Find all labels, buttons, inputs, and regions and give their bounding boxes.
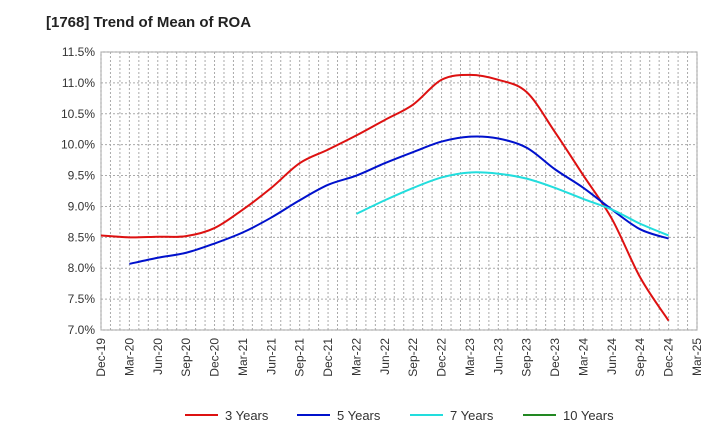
x-tick-label: Sep-24 (633, 338, 647, 377)
y-tick-label: 8.5% (68, 230, 96, 244)
legend: 3 Years 5 Years 7 Years 10 Years (185, 408, 614, 423)
x-tick-label: Sep-22 (406, 338, 420, 377)
legend-label: 3 Years (225, 408, 269, 423)
x-tick-label: Jun-24 (605, 338, 619, 375)
legend-label: 7 Years (450, 408, 494, 423)
x-tick-label: Dec-20 (208, 338, 222, 377)
x-tick-label: Sep-23 (520, 338, 534, 377)
series-line-5-years (129, 135, 669, 265)
x-tick-label: Jun-20 (151, 338, 165, 375)
x-tick-label: Mar-23 (463, 338, 477, 376)
y-tick-label: 10.0% (61, 138, 95, 152)
y-tick-label: 9.5% (68, 169, 96, 183)
x-tick-label: Mar-25 (690, 338, 704, 376)
x-tick-label: Sep-20 (179, 338, 193, 377)
x-tick-label: Jun-23 (491, 338, 505, 375)
series-lines (100, 73, 670, 322)
y-tick-label: 10.5% (61, 107, 95, 121)
series-line-7-years (355, 171, 670, 237)
x-tick-label: Mar-21 (236, 338, 250, 376)
x-tick-label: Sep-21 (293, 338, 307, 377)
legend-label: 10 Years (563, 408, 614, 423)
x-tick-label: Dec-22 (435, 338, 449, 377)
x-tick-label: Mar-24 (576, 338, 590, 376)
chart-title: [1768] Trend of Mean of ROA (46, 14, 252, 31)
y-tick-label: 7.0% (68, 323, 96, 337)
x-tick-label: Dec-19 (94, 338, 108, 377)
x-tick-label: Dec-24 (662, 338, 676, 377)
y-tick-label: 11.0% (62, 76, 95, 90)
x-tick-label: Mar-20 (122, 338, 136, 376)
series-line-3-years (100, 73, 670, 322)
x-axis-ticks: Dec-19 Mar-20 Jun-20 Sep-20 Dec-20 Mar-21 Jun-… (94, 338, 704, 377)
y-tick-label: 7.5% (68, 292, 96, 306)
legend-label: 5 Years (337, 408, 381, 423)
y-tick-label: 8.0% (68, 261, 96, 275)
x-tick-label: Dec-21 (321, 338, 335, 377)
x-tick-label: Jun-22 (378, 338, 392, 375)
x-tick-label: Mar-22 (349, 338, 363, 376)
y-tick-label: 11.5% (62, 45, 95, 59)
x-tick-label: Jun-21 (264, 338, 278, 375)
y-axis-ticks: 7.0% 7.5% 8.0% 8.5% 9.0% 9.5% 10.0% 10.5% 11.0% 1… (61, 45, 95, 337)
plot-area (100, 51, 698, 331)
x-tick-label: Dec-23 (548, 338, 562, 377)
y-tick-label: 9.0% (68, 199, 96, 213)
